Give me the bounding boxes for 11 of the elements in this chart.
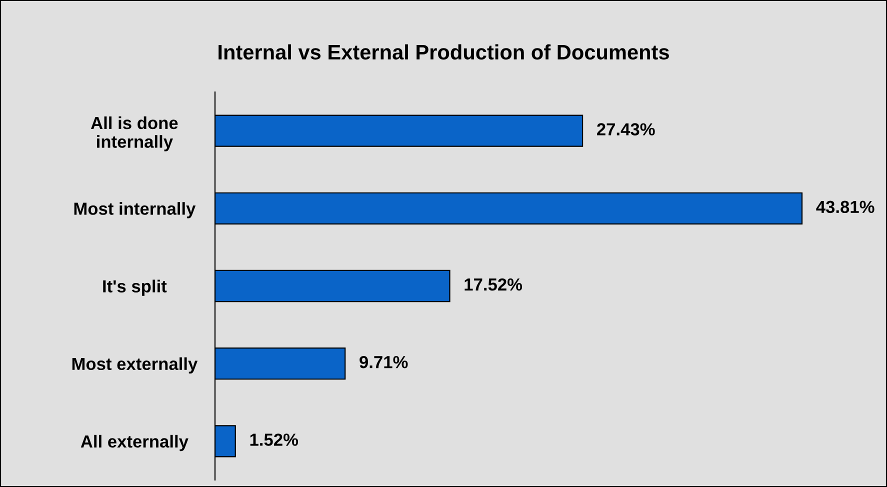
y-tick-label: Most externally xyxy=(72,357,198,374)
y-tick-label: Most internally xyxy=(74,202,196,218)
y-tick-label: All externally xyxy=(80,434,188,452)
data-label: 43.81% xyxy=(816,200,874,214)
chart-title: Internal vs External Production of Documents xyxy=(218,44,669,60)
y-tick-label: It's split xyxy=(103,280,167,296)
data-label: 1.52% xyxy=(250,434,298,446)
data-label: 9.71% xyxy=(360,356,408,368)
data-label: 27.43% xyxy=(597,123,655,136)
y-tick-label: All is done internally xyxy=(90,116,178,152)
data-label: 17.52% xyxy=(464,278,522,291)
